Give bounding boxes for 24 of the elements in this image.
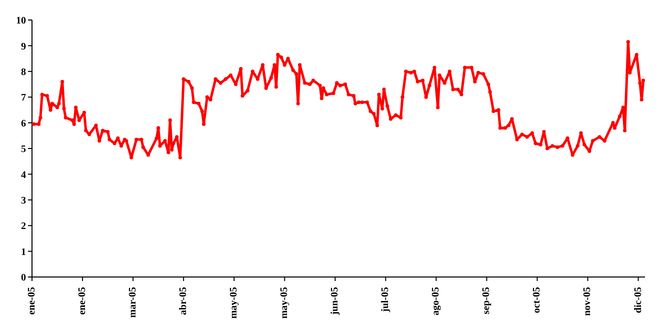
x-tick-label: may-05 bbox=[228, 287, 240, 319]
y-tick-label: 0 bbox=[21, 272, 26, 284]
x-tick-label: oct-05 bbox=[532, 287, 543, 314]
y-tick-label: 4 bbox=[21, 170, 26, 181]
x-tick-label: jun-05 bbox=[330, 287, 341, 316]
x-tick-label: jul-05 bbox=[380, 287, 392, 313]
y-tick-label: 8 bbox=[21, 66, 26, 78]
y-tick-label: 1 bbox=[21, 246, 26, 258]
y-tick-label: 10 bbox=[16, 16, 26, 27]
y-tick-label: 6 bbox=[21, 118, 26, 130]
x-tick-label: nov-05 bbox=[582, 287, 594, 316]
x-tick-label: may-05 bbox=[279, 287, 290, 319]
y-tick-label: 3 bbox=[21, 195, 26, 206]
x-tick-label: abr-05 bbox=[178, 287, 190, 315]
x-tick-label: dic-05 bbox=[632, 287, 644, 314]
x-tick-label: mar-05 bbox=[128, 287, 139, 318]
y-tick-label: 7 bbox=[21, 92, 26, 104]
y-tick-label: 9 bbox=[21, 41, 26, 52]
y-tick-label: 5 bbox=[21, 144, 26, 156]
x-tick-label: ago-05 bbox=[430, 287, 442, 316]
x-tick-label: ene-05 bbox=[26, 287, 38, 315]
y-tick-label: 2 bbox=[21, 221, 26, 232]
x-tick-label: ene-05 bbox=[77, 287, 88, 315]
x-tick-label: sep-05 bbox=[481, 287, 492, 314]
